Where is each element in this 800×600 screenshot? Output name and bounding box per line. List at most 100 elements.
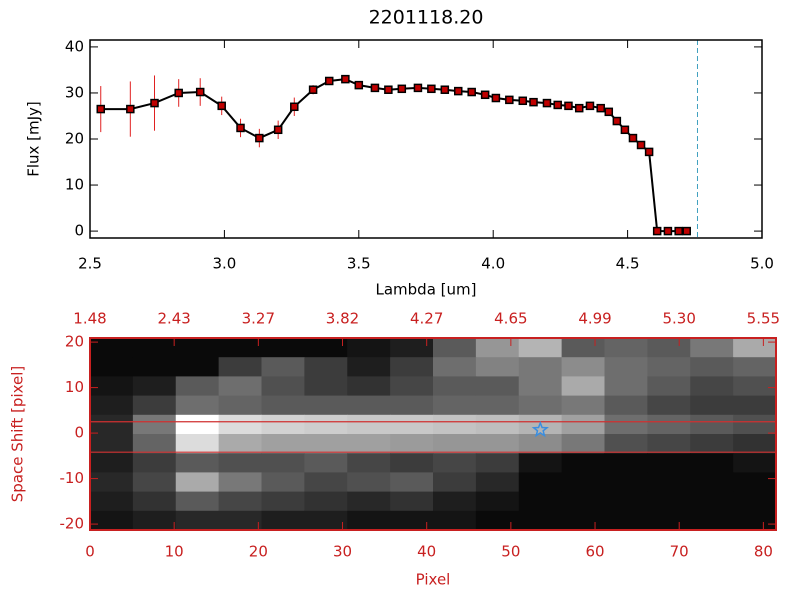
heatmap-cell <box>690 414 734 435</box>
heatmap-cell <box>475 510 520 531</box>
heatmap-cell <box>433 434 477 454</box>
heatmap-cell <box>347 395 391 416</box>
heatmap-cell <box>690 434 734 454</box>
heatmap-cell <box>733 376 777 397</box>
heatmap-cell <box>433 491 477 512</box>
heatmap-cell <box>561 376 605 397</box>
marker <box>585 101 595 111</box>
x-tick-label: 3.5 <box>347 255 371 273</box>
heatmap-cell <box>690 395 734 416</box>
heatmap-cell <box>604 338 648 358</box>
x-tick-label: 0 <box>85 543 95 561</box>
heatmap-cell <box>175 414 220 435</box>
heatmap-cell <box>733 472 777 493</box>
marker <box>397 84 407 94</box>
heatmap-cell <box>518 395 563 416</box>
x-tick-label: 50 <box>501 543 520 561</box>
marker <box>370 83 380 93</box>
heatmap-cell <box>132 357 177 377</box>
heatmap-cell <box>561 491 605 512</box>
heatmap-cell <box>647 453 691 473</box>
heatmap-cell <box>304 472 348 493</box>
marker <box>628 133 638 143</box>
x-tick-label: 70 <box>670 543 689 561</box>
heatmap-cell <box>733 453 777 473</box>
marker <box>354 80 364 90</box>
marker <box>290 102 299 112</box>
heatmap-cell <box>604 510 648 531</box>
heatmap-cell <box>647 414 691 435</box>
heatmap-cell <box>304 376 348 397</box>
heatmap-cell <box>347 414 391 435</box>
heatmap-cell <box>604 434 648 454</box>
heatmap-cell <box>218 434 262 454</box>
marker <box>596 103 605 113</box>
heatmap-cell <box>218 395 262 416</box>
heatmap-cell <box>561 414 605 435</box>
marker <box>217 101 226 111</box>
heatmap-cell <box>647 395 691 416</box>
heatmap-cell <box>604 395 648 416</box>
heatmap-cell <box>90 491 134 512</box>
x-tick-label: 2.5 <box>78 255 102 273</box>
heatmap-cell <box>518 376 563 397</box>
heatmap-cell <box>561 338 605 358</box>
heatmap-cell <box>175 338 220 358</box>
marker <box>480 90 490 100</box>
heatmap-cell <box>132 414 177 435</box>
heatmap-cell <box>90 395 134 416</box>
heatmap-cell <box>518 357 563 377</box>
heatmap-cell <box>132 434 177 454</box>
heatmap-cell <box>390 357 434 377</box>
marker <box>682 226 691 236</box>
heatmap-cell <box>132 472 177 493</box>
heatmap-cell <box>647 510 691 531</box>
heatmap-cell <box>390 434 434 454</box>
heatmap-cell <box>433 357 477 377</box>
x-tick-label: 20 <box>249 543 268 561</box>
heatmap-cell <box>347 357 391 377</box>
x2-tick-label: 5.55 <box>747 310 780 328</box>
heatmap-cell <box>518 434 563 454</box>
heatmap-cell <box>90 472 134 493</box>
heatmap-cell <box>647 338 691 358</box>
heatmap-cell <box>175 491 220 512</box>
heatmap-cell <box>475 395 520 416</box>
heatmap-cell <box>261 395 305 416</box>
heatmap-cell <box>561 357 605 377</box>
marker <box>612 116 622 126</box>
heatmap-cell <box>261 338 305 358</box>
marker <box>195 87 205 97</box>
heatmap-cell <box>433 338 477 358</box>
heatmap-cell <box>90 357 134 377</box>
marker <box>529 97 538 107</box>
x-tick-label: 4.5 <box>616 255 640 273</box>
heatmap-cell <box>261 376 305 397</box>
marker <box>644 147 654 157</box>
heatmap-cell <box>733 338 777 358</box>
heatmap-cell <box>218 338 262 358</box>
heatmap-cell <box>604 453 648 473</box>
marker <box>126 104 135 114</box>
heatmap-cell <box>175 472 220 493</box>
star-marker <box>531 420 549 438</box>
heatmap-cell <box>690 491 734 512</box>
heatmap-cell <box>347 510 391 531</box>
heatmap-cell <box>90 434 134 454</box>
y-tick-label: 10 <box>65 176 84 194</box>
heatmap-cell <box>261 472 305 493</box>
heatmap-cell <box>90 414 134 435</box>
x-tick-label: 5.0 <box>750 255 774 273</box>
heatmap-cell <box>304 414 348 435</box>
x2-tick-label: 2.43 <box>157 310 190 328</box>
heatmap-cell <box>304 357 348 377</box>
heatmap-cell <box>90 338 134 358</box>
heatmap-cell <box>390 376 434 397</box>
heatmap-cell <box>604 472 648 493</box>
heatmap-cell <box>304 491 348 512</box>
heatmap-cell <box>475 434 520 454</box>
heatmap-cell <box>347 376 391 397</box>
marker <box>564 101 573 111</box>
heatmap-cell <box>261 510 305 531</box>
